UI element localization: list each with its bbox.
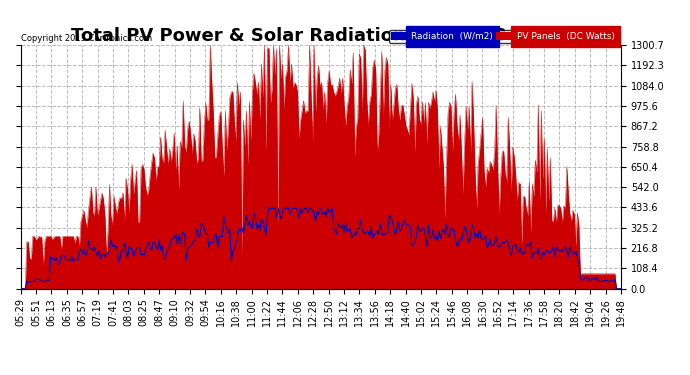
Title: Total PV Power & Solar Radiation Wed Jul 3 20:31: Total PV Power & Solar Radiation Wed Jul… [71, 27, 571, 45]
Text: Copyright 2013 Cartronics.com: Copyright 2013 Cartronics.com [21, 34, 152, 43]
Legend: Radiation  (W/m2), PV Panels  (DC Watts): Radiation (W/m2), PV Panels (DC Watts) [389, 30, 616, 43]
